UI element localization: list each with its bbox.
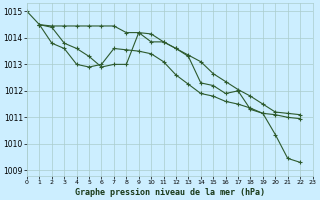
X-axis label: Graphe pression niveau de la mer (hPa): Graphe pression niveau de la mer (hPa)	[75, 188, 265, 197]
